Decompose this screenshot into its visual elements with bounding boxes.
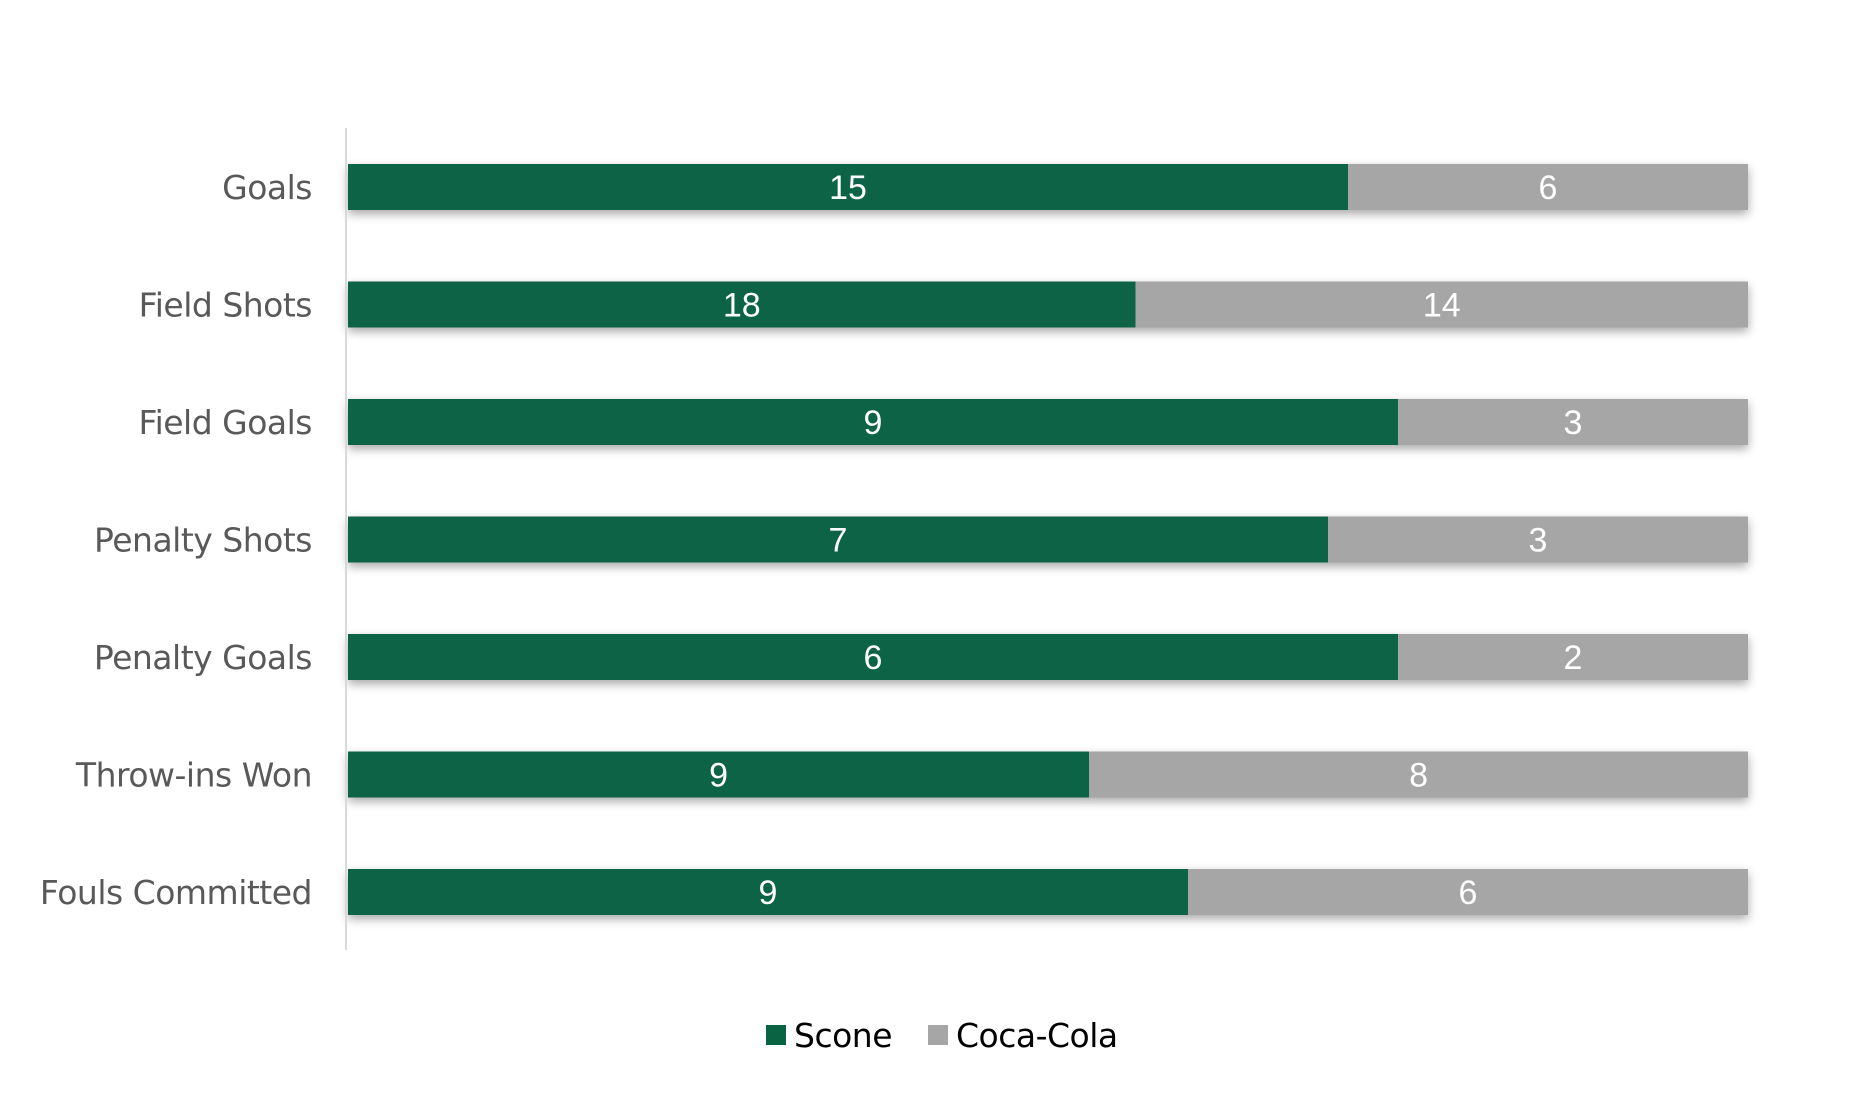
data-label-coca-cola-fouls-committed: 6 xyxy=(1459,874,1478,912)
category-label-fouls-committed: Fouls Committed xyxy=(40,873,312,912)
legend-item-scone: Scone xyxy=(766,1016,893,1055)
legend-label-coca-cola: Coca-Cola xyxy=(956,1016,1118,1055)
data-label-scone-throw-ins-won: 9 xyxy=(709,757,728,795)
bar-coca-cola-field-shots xyxy=(1135,281,1748,328)
legend-item-coca-cola: Coca-Cola xyxy=(928,1016,1118,1055)
bar-scone-fouls-committed xyxy=(348,869,1188,915)
bar-row-field-goals xyxy=(348,399,1748,445)
bar-row-penalty-shots xyxy=(348,516,1748,563)
category-label-penalty-shots: Penalty Shots xyxy=(94,521,312,560)
category-label-field-goals: Field Goals xyxy=(138,403,312,442)
bar-coca-cola-penalty-goals xyxy=(1398,634,1748,680)
legend-swatch-scone xyxy=(766,1025,786,1045)
bar-scone-field-shots xyxy=(348,281,1136,328)
bar-row-fouls-committed xyxy=(348,869,1748,915)
data-label-coca-cola-penalty-goals: 2 xyxy=(1564,639,1583,677)
category-label-throw-ins-won: Throw-ins Won xyxy=(75,756,312,795)
data-label-scone-fouls-committed: 9 xyxy=(759,874,778,912)
category-label-goals: Goals xyxy=(222,168,312,207)
data-label-scone-goals: 15 xyxy=(829,169,867,207)
data-label-coca-cola-goals: 6 xyxy=(1539,169,1558,207)
data-label-coca-cola-field-shots: 14 xyxy=(1423,287,1461,325)
legend: Scone Coca-Cola xyxy=(766,1016,1118,1055)
bar-scone-field-goals xyxy=(348,399,1398,445)
bars-layer xyxy=(348,164,1748,915)
data-label-scone-penalty-goals: 6 xyxy=(864,639,883,677)
bar-scone-goals xyxy=(348,164,1348,210)
bar-scone-throw-ins-won xyxy=(348,751,1090,798)
bar-coca-cola-fouls-committed xyxy=(1188,869,1748,915)
bar-row-penalty-goals xyxy=(348,634,1748,680)
legend-label-scone: Scone xyxy=(794,1016,892,1055)
category-labels: Goals Field Shots Field Goals Penalty Shots… xyxy=(40,168,313,912)
data-label-scone-penalty-shots: 7 xyxy=(829,522,848,560)
bar-coca-cola-field-goals xyxy=(1398,399,1748,445)
data-label-scone-field-goals: 9 xyxy=(864,404,883,442)
bar-scone-penalty-shots xyxy=(348,516,1328,563)
bar-coca-cola-throw-ins-won xyxy=(1089,751,1748,798)
bar-scone-penalty-goals xyxy=(348,634,1398,680)
value-labels: 15 6 18 14 9 3 7 3 6 2 9 8 9 6 xyxy=(709,169,1582,912)
category-label-field-shots: Field Shots xyxy=(139,286,312,325)
bar-coca-cola-goals xyxy=(1348,164,1748,210)
bar-row-throw-ins-won xyxy=(348,751,1748,798)
bar-coca-cola-penalty-shots xyxy=(1328,516,1748,563)
data-label-scone-field-shots: 18 xyxy=(723,287,761,325)
data-label-coca-cola-throw-ins-won: 8 xyxy=(1409,757,1428,795)
data-label-coca-cola-penalty-shots: 3 xyxy=(1529,522,1548,560)
bar-row-field-shots xyxy=(348,281,1748,328)
legend-swatch-coca-cola xyxy=(928,1025,948,1045)
data-label-coca-cola-field-goals: 3 xyxy=(1564,404,1583,442)
bar-row-goals xyxy=(348,164,1748,210)
category-label-penalty-goals: Penalty Goals xyxy=(94,638,312,677)
